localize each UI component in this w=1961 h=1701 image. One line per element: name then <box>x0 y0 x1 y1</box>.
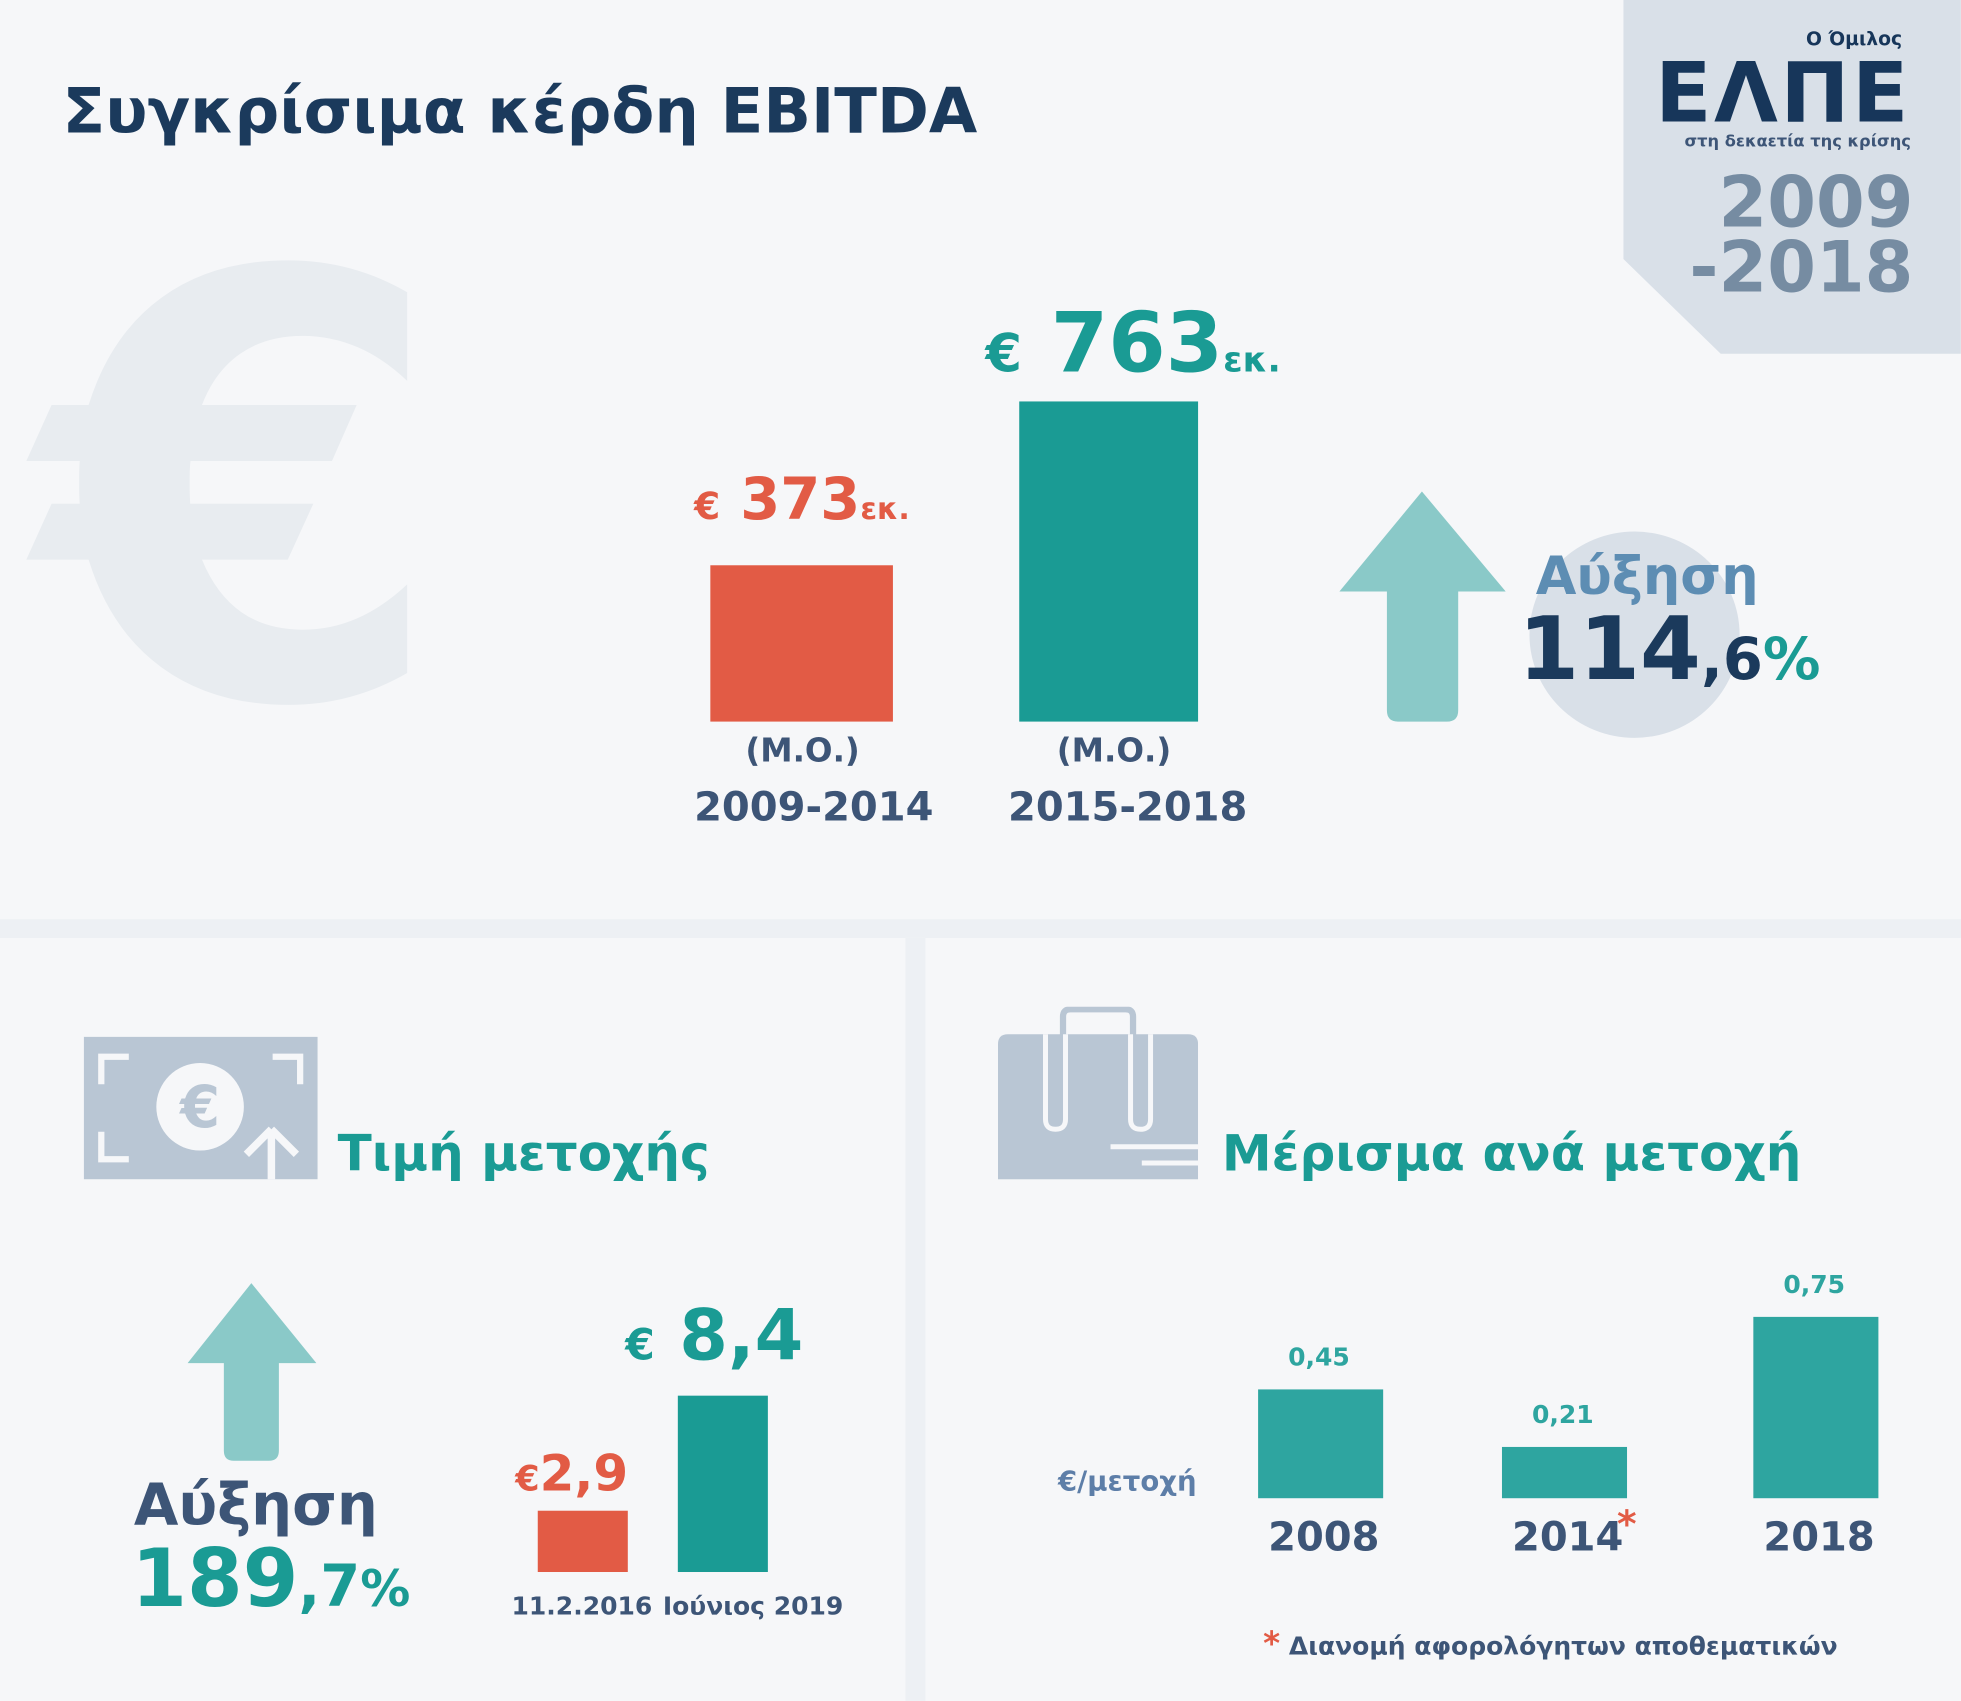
ebitda-period-1: 2009-2014 <box>694 782 934 831</box>
badge-years-end: -2018 <box>1689 227 1914 309</box>
share-date-1: 11.2.2016 <box>511 1590 653 1621</box>
ebitda-note-1: (Μ.Ο.) <box>745 732 860 771</box>
badge-logo: ΕΛΠΕ <box>1655 45 1911 142</box>
dividend-title: Μέρισμα ανά μετοχή <box>1221 1125 1802 1184</box>
ebitda-value-2: € 763εκ. <box>985 295 1281 392</box>
increase-circle <box>1529 531 1740 738</box>
page-title: Συγκρίσιμα κέρδη EBITDA <box>62 75 978 148</box>
svg-text:€: € <box>178 1074 220 1141</box>
footnote: * Διανομή αφορολόγητων αποθεματικών <box>1263 1625 1838 1664</box>
share-price-bar <box>537 1511 628 1572</box>
badge-line1: Ο Όμιλος <box>1805 27 1903 51</box>
dividend-year-label: 2008 <box>1268 1513 1380 1561</box>
badge-years-start: 2009 <box>1718 162 1914 244</box>
share-date-2: Ιούνιος 2019 <box>662 1590 844 1621</box>
ebitda-period-2: 2015-2018 <box>1007 782 1248 831</box>
share-increase-value: 189,7% <box>131 1533 411 1626</box>
share-increase-label: Αύξηση <box>133 1470 378 1539</box>
share-price-bar <box>677 1395 768 1573</box>
dividend-asterisk: * <box>1617 1503 1637 1547</box>
ebitda-increase-value: 114,6% <box>1518 597 1821 701</box>
dividend-value-label: 0,75 <box>1783 1269 1846 1300</box>
dividend-value-label: 0,45 <box>1288 1341 1350 1372</box>
arrow-up-icon <box>1339 491 1506 722</box>
banknote-euro-icon: € <box>83 1036 318 1180</box>
arrow-up-icon <box>187 1283 317 1461</box>
divider-horizontal <box>0 919 1961 938</box>
briefcase-icon <box>997 1006 1199 1180</box>
ebitda-bar <box>710 565 893 722</box>
ebitda-increase-label: Αύξηση <box>1535 545 1759 607</box>
ebitda-note-2: (Μ.Ο.) <box>1056 732 1172 771</box>
dividend-year-label: 2014 <box>1511 1513 1624 1561</box>
share-value-2: € 8,4 <box>625 1295 804 1377</box>
badge-subtitle: στη δεκαετία της κρίσης <box>1684 132 1911 152</box>
share-price-title: Τιμή μετοχής <box>337 1125 710 1184</box>
euro-watermark-icon: € <box>37 151 447 836</box>
dividend-value-label: 0,21 <box>1531 1399 1594 1430</box>
dividend-unit-label: €/μετοχή <box>1058 1466 1197 1499</box>
dividend-bar <box>1753 1316 1879 1499</box>
dividend-bar <box>1258 1389 1384 1499</box>
share-value-1: €2,9 <box>515 1445 629 1504</box>
ebitda-value-1: € 373εκ. <box>694 465 910 533</box>
divider-vertical <box>905 937 926 1701</box>
dividend-bar <box>1501 1447 1628 1499</box>
badge: Ο Όμιλος ΕΛΠΕ στη δεκαετία της κρίσης 20… <box>1623 0 1961 354</box>
ebitda-bar <box>1019 401 1199 722</box>
dividend-year-label: 2018 <box>1763 1513 1875 1561</box>
